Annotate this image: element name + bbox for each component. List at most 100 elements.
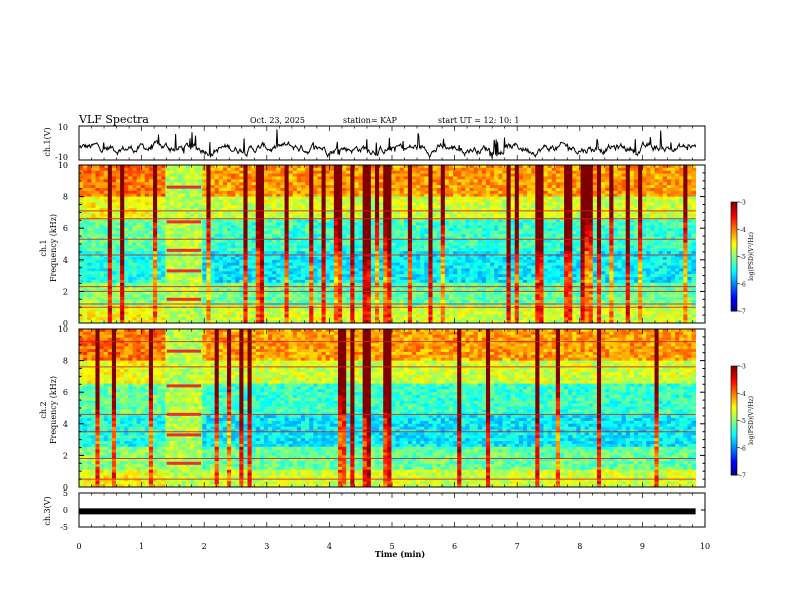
ch1-spec-cell xyxy=(371,243,376,246)
ch1-spec-cell xyxy=(276,174,281,177)
ch1-spec-cell xyxy=(227,174,232,177)
ch1-spec-cell xyxy=(260,168,265,171)
ch1-spec-cell xyxy=(597,202,602,205)
ch1-spec-cell xyxy=(285,176,290,179)
ch1-spec-cell xyxy=(461,199,466,202)
ch1-spec-cell xyxy=(630,168,635,171)
ch1-spec-cell xyxy=(83,220,88,223)
ch1-spec-cell xyxy=(112,197,117,200)
ch1-spec-cell xyxy=(194,228,199,231)
ch1-spec-cell xyxy=(494,225,499,228)
ch1-spec-cell xyxy=(363,222,368,225)
ch1-spec-cell xyxy=(149,211,154,214)
ch1-spec-cell xyxy=(420,228,425,231)
ch1-spec-cell xyxy=(280,205,285,208)
ch1-spec-cell xyxy=(367,171,372,174)
ch1-spec-cell xyxy=(659,234,664,237)
ch1-spec-cell xyxy=(609,231,614,234)
ch1-spec-cell xyxy=(572,191,577,194)
ch1-spec-cell xyxy=(589,234,594,237)
ch1-spec-cell xyxy=(359,225,364,228)
ch1-spec-cell xyxy=(474,220,479,223)
ch1-spec-cell xyxy=(169,194,174,197)
ch1-spec-cell xyxy=(465,240,470,243)
ch1-spec-cell xyxy=(576,231,581,234)
ch1-spec-cell xyxy=(363,211,368,214)
ch1-spec-cell xyxy=(108,222,113,225)
ch1-spec-cell xyxy=(239,185,244,188)
ch1-spec-cell xyxy=(494,182,499,185)
ch1-spec-cell xyxy=(387,220,392,223)
ch1-spec-cell xyxy=(363,234,368,237)
ch1-spec-cell xyxy=(206,228,211,231)
ch1-spec-cell xyxy=(609,214,614,217)
ch1-spec-cell xyxy=(116,220,121,223)
ch1-spec-cell xyxy=(338,188,343,191)
ch1-spec-cell xyxy=(568,248,573,251)
ch1-spec-cell xyxy=(478,240,483,243)
ch1-spec-cell xyxy=(367,220,372,223)
ch1-spec-cell xyxy=(215,182,220,185)
ch1-spec-cell xyxy=(334,220,339,223)
ch1-spec-cell xyxy=(638,182,643,185)
ch1-spec-cell xyxy=(317,225,322,228)
ch1-spec-cell xyxy=(145,191,150,194)
ch1-spec-cell xyxy=(408,220,413,223)
ch1-spec-cell xyxy=(470,248,475,251)
ch1-spec-cell xyxy=(408,222,413,225)
ch1-spec-cell xyxy=(301,199,306,202)
ch1-spec-cell xyxy=(568,171,573,174)
ch1-spec-cell xyxy=(687,182,692,185)
ch1-spec-cell xyxy=(157,234,162,237)
ch1-spec-cell xyxy=(280,214,285,217)
ch1-spec-cell xyxy=(293,202,298,205)
ch1-spec-cell xyxy=(609,199,614,202)
ch1-spec-cell xyxy=(157,185,162,188)
ch1-spec-cell xyxy=(285,225,290,228)
ch1-spec-cell xyxy=(379,199,384,202)
ch1-spec-cell xyxy=(531,185,536,188)
ch1-spec-cell xyxy=(490,205,495,208)
ch1-spec-cell xyxy=(626,205,631,208)
ch1-spec-cell xyxy=(404,191,409,194)
ch1-spec-cell xyxy=(235,228,240,231)
ch1-spec-cell xyxy=(375,171,380,174)
ch1-spec-cell xyxy=(383,194,388,197)
ch1-spec-cell xyxy=(235,222,240,225)
ch1-spec-cell xyxy=(215,168,220,171)
ch1-spec-cell xyxy=(264,222,269,225)
ch1-spec-cell xyxy=(260,202,265,205)
ch1-spec-cell xyxy=(453,199,458,202)
ch1-spec-cell xyxy=(198,211,203,214)
ch1-spec-cell xyxy=(391,191,396,194)
ch1-spec-cell xyxy=(367,202,372,205)
ch1-spec-cell xyxy=(95,194,100,197)
ch1-spec-cell xyxy=(490,243,495,246)
ch1-spec-cell xyxy=(663,191,668,194)
ch1-spec-cell xyxy=(618,234,623,237)
ch1-spec-cell xyxy=(280,174,285,177)
ch1-spec-cell xyxy=(453,225,458,228)
ch1-spec-cell xyxy=(276,199,281,202)
ch1-spec-cell xyxy=(116,231,121,234)
ch1-spec-cell xyxy=(478,194,483,197)
ch1-spec-cell xyxy=(231,202,236,205)
ch1-spec-cell xyxy=(124,202,129,205)
ch1-spec-cell xyxy=(293,185,298,188)
ch1-spec-cell xyxy=(231,179,236,182)
ch1-spec-cell xyxy=(137,194,142,197)
ch1-spec-cell xyxy=(301,214,306,217)
ch1-spec-cell xyxy=(679,234,684,237)
ch1-spec-cell xyxy=(116,176,121,179)
ch1-spec-cell xyxy=(297,191,302,194)
ch1-spec-cell xyxy=(519,179,524,182)
ch1-spec-cell xyxy=(252,182,257,185)
ch1-spec-cell xyxy=(585,194,590,197)
ch1-spec-cell xyxy=(507,245,512,248)
ch1-spec-cell xyxy=(132,231,137,234)
ch1-spec-cell xyxy=(601,179,606,182)
ch1-spec-cell xyxy=(650,197,655,200)
ch1-spec-cell xyxy=(601,188,606,191)
ch1-spec-cell xyxy=(354,182,359,185)
ch1-spec-cell xyxy=(461,176,466,179)
